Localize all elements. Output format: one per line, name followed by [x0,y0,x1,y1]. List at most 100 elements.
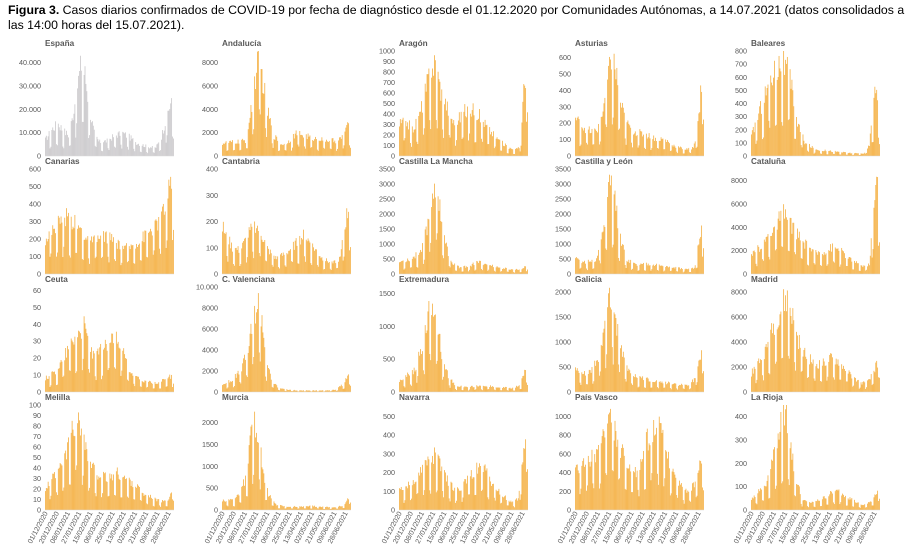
bar [243,479,244,510]
bar [580,267,582,274]
bar [56,145,58,156]
bar [112,333,114,392]
bar [820,153,821,156]
bar [476,385,478,392]
bar [64,453,66,510]
bar [229,236,231,274]
bar [609,174,610,274]
bar [330,391,332,392]
bar [596,130,597,156]
bar [153,250,155,274]
bar [690,388,691,392]
bar [633,471,634,510]
bar [634,374,636,392]
bar [576,258,578,274]
bar [235,143,237,156]
bar [287,506,289,510]
bar [301,390,303,392]
bar [576,117,578,156]
bar [487,497,489,510]
bar [453,382,455,392]
bar [874,372,876,392]
bar [436,490,438,510]
bar [844,253,845,274]
y-tick-label: 20 [33,354,41,363]
bar [298,263,300,274]
bar [651,269,653,274]
bar [821,153,822,156]
bar [159,150,161,156]
bar [87,236,89,274]
bar [338,140,339,156]
bar [786,63,787,156]
bar [62,376,64,392]
bar [627,262,629,274]
bar [617,439,619,510]
bar [856,502,857,510]
bar [223,500,225,510]
bar [245,148,247,156]
bar [422,263,424,274]
bar [657,473,658,510]
y-tick-label: 500 [383,255,395,264]
bar [305,390,307,392]
bar [108,368,110,392]
bar [575,370,577,392]
bar [692,379,693,392]
bar [585,375,586,392]
bar [98,238,100,274]
bar [292,147,293,156]
bar [784,425,785,510]
bar [836,489,838,510]
bar [270,125,272,156]
bar [264,347,266,392]
y-tick-label: 100 [29,252,41,261]
bar [779,314,781,392]
bar [120,375,122,392]
bar [457,386,458,392]
bar [90,461,91,510]
bar [118,347,120,392]
bar [145,380,147,392]
bar [815,250,817,274]
bar [469,386,471,392]
bar [805,500,807,510]
bar [250,323,252,392]
bar [681,149,683,156]
bar [98,141,100,156]
bar [470,385,472,392]
bar [260,326,262,392]
bar [279,150,280,156]
bar [493,148,495,156]
bar [49,148,51,156]
bar [277,505,279,510]
bar [300,244,302,274]
bar [264,82,266,156]
bar [336,268,338,274]
y-tick-label: 800 [735,47,747,56]
bar [117,132,119,156]
bar [824,149,826,156]
bar [401,260,403,274]
bar [621,345,622,392]
bar [818,150,820,156]
bar [483,264,485,274]
y-tick-label: 50 [33,303,41,312]
bar [158,142,160,156]
bar [119,249,121,274]
bar [854,499,855,510]
bar [790,442,792,510]
bar [615,210,617,274]
bar [658,416,660,510]
bar [107,148,109,156]
bar [432,193,433,274]
bar [700,359,702,392]
bar [607,196,609,274]
bar [658,381,660,392]
bar [830,244,832,274]
bar [775,124,777,156]
y-tick-label: 500 [559,255,571,264]
bar [610,59,611,157]
bar [694,141,696,156]
bar [167,378,169,392]
